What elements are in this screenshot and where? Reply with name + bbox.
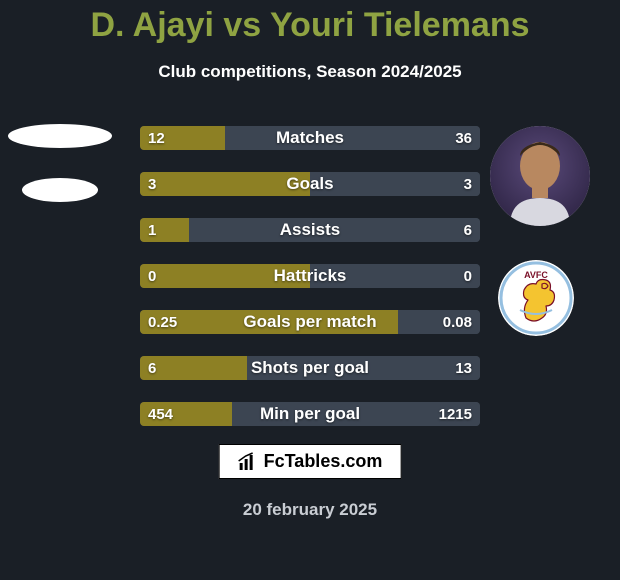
stat-row: Min per goal454 1215 [140, 402, 480, 426]
stat-value-left: 12 [140, 126, 173, 150]
stats-bars: Matches12 36 Goals3 3 Assists1 6 Hattricks0 0 Go… [140, 126, 480, 448]
player-right-avatar [490, 126, 590, 226]
stat-value-left: 454 [140, 402, 181, 426]
stat-row: Assists1 6 [140, 218, 480, 242]
club-badge-right: AVFC [498, 260, 574, 336]
stat-label: Goals per match [140, 310, 480, 334]
stat-label: Hattricks [140, 264, 480, 288]
stat-value-left: 3 [140, 172, 164, 196]
stat-row: Hattricks0 0 [140, 264, 480, 288]
stat-value-right: 0 [456, 264, 480, 288]
stat-value-right: 3 [456, 172, 480, 196]
stat-label: Goals [140, 172, 480, 196]
stat-row: Matches12 36 [140, 126, 480, 150]
stat-row: Goals3 3 [140, 172, 480, 196]
stat-value-left: 0.25 [140, 310, 185, 334]
person-icon [490, 126, 590, 226]
club-crest-icon: AVFC [498, 260, 574, 336]
stat-value-right: 0.08 [435, 310, 480, 334]
stat-label: Matches [140, 126, 480, 150]
stat-value-right: 6 [456, 218, 480, 242]
page-subtitle: Club competitions, Season 2024/2025 [0, 62, 620, 82]
page-title: D. Ajayi vs Youri Tielemans [0, 6, 620, 45]
stat-row: Goals per match0.25 0.08 [140, 310, 480, 334]
stat-value-left: 1 [140, 218, 164, 242]
player-left-placeholder-1 [8, 124, 112, 148]
club-abbr: AVFC [524, 270, 548, 280]
stat-value-right: 1215 [431, 402, 480, 426]
stat-label: Shots per goal [140, 356, 480, 380]
stat-value-left: 6 [140, 356, 164, 380]
stat-value-right: 13 [447, 356, 480, 380]
brand-text: FcTables.com [264, 451, 383, 472]
stat-row: Shots per goal6 13 [140, 356, 480, 380]
stat-label: Min per goal [140, 402, 480, 426]
bar-chart-icon [238, 452, 258, 472]
player-left-placeholder-2 [22, 178, 98, 202]
stat-label: Assists [140, 218, 480, 242]
footer-date: 20 february 2025 [0, 500, 620, 520]
stat-value-right: 36 [447, 126, 480, 150]
brand-box: FcTables.com [219, 444, 402, 479]
stat-value-left: 0 [140, 264, 164, 288]
